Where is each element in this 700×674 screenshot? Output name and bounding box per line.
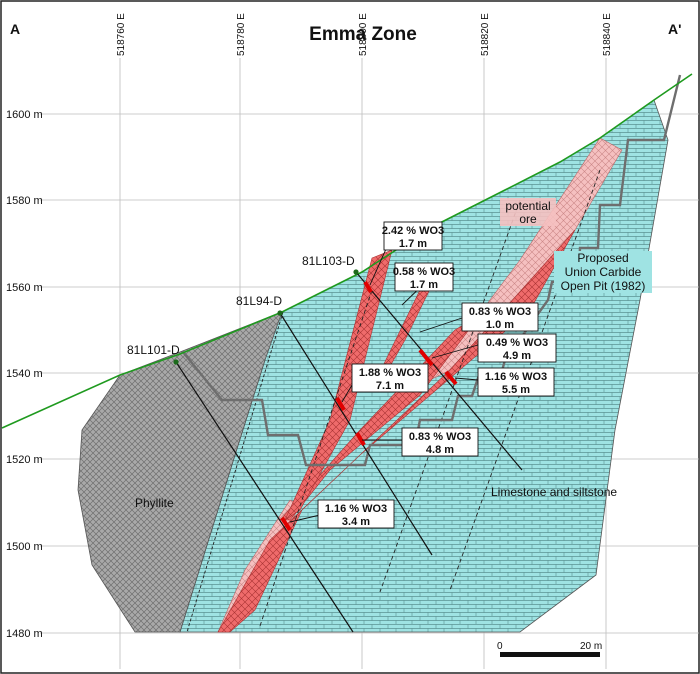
scale-bar-start: 0 — [497, 641, 503, 652]
assay-6-width: 7.1 m — [376, 380, 404, 392]
phyllite-label: Phyllite — [135, 496, 174, 510]
elevation-1600: 1600 m — [6, 109, 43, 121]
easting-labels: 518760 E 518780 E 518800 E 518820 E 5188… — [116, 13, 613, 56]
drill-hole-label-81L103-D: 81L103-D — [302, 254, 355, 268]
section-end-right: A' — [668, 21, 681, 37]
assay-1-width: 1.7 m — [399, 238, 427, 250]
assay-6-grade: 1.88 % WO3 — [359, 367, 421, 379]
intercept-marks — [280, 280, 458, 532]
assay-7-grade: 0.83 % WO3 — [409, 431, 471, 443]
elevation-1540: 1540 m — [6, 368, 43, 380]
drill-collars — [173, 269, 359, 365]
elevation-1560: 1560 m — [6, 282, 43, 294]
easting-518760: 518760 E — [116, 13, 127, 56]
assay-2-grade: 0.58 % WO3 — [393, 266, 455, 278]
assay-8-grade: 1.16 % WO3 — [325, 503, 387, 515]
open-pit-label-line2: Union Carbide — [565, 265, 642, 279]
easting-518820: 518820 E — [480, 13, 491, 56]
assay-3-grade: 0.83 % WO3 — [469, 306, 531, 318]
easting-518800: 518800 E — [358, 13, 369, 56]
elevation-1580: 1580 m — [6, 195, 43, 207]
potential-ore-label-line2: ore — [519, 212, 537, 226]
assay-5-grade: 1.16 % WO3 — [485, 371, 547, 383]
easting-518840: 518840 E — [602, 13, 613, 56]
assay-8-width: 3.4 m — [342, 516, 370, 528]
assay-3-width: 1.0 m — [486, 319, 514, 331]
elevation-labels: 1600 m 1580 m 1560 m 1540 m 1520 m 1500 … — [6, 109, 43, 640]
elevation-1520: 1520 m — [6, 454, 43, 466]
assay-4-grade: 0.49 % WO3 — [486, 337, 548, 349]
drill-hole-label-81L101-D: 81L101-D — [127, 343, 180, 357]
limestone-label: Limestone and siltstone — [491, 485, 617, 499]
assay-leaders — [289, 239, 479, 523]
open-pit-label-line3: Open Pit (1982) — [561, 279, 646, 293]
easting-518780: 518780 E — [236, 13, 247, 56]
assay-1-grade: 2.42 % WO3 — [382, 225, 444, 237]
drill-hole-81L101-D — [175, 361, 354, 633]
assay-labels: 2.42 % WO3 1.7 m 0.58 % WO3 1.7 m 0.83 %… — [317, 221, 557, 529]
scale-bar: 0 20 m — [497, 641, 602, 657]
drill-hole-81L103-D — [355, 271, 523, 471]
scale-bar-end: 20 m — [580, 641, 602, 652]
phyllite-unit — [77, 311, 283, 633]
elevation-1500: 1500 m — [6, 541, 43, 553]
lithologic-contacts — [186, 169, 601, 633]
proposed-open-pit-outline — [182, 74, 682, 467]
elevation-1480: 1480 m — [6, 628, 43, 640]
assay-4-width: 4.9 m — [503, 350, 531, 362]
open-pit-label-line1: Proposed — [577, 251, 628, 265]
potential-ore-label-line1: potential — [505, 199, 550, 213]
assay-5-width: 5.5 m — [502, 384, 530, 396]
figure-title: Emma Zone — [309, 24, 417, 45]
section-end-left: A — [10, 21, 20, 37]
drill-hole-label-81L94-D: 81L94-D — [236, 294, 282, 308]
assay-7-width: 4.8 m — [426, 444, 454, 456]
assay-2-width: 1.7 m — [410, 279, 438, 291]
